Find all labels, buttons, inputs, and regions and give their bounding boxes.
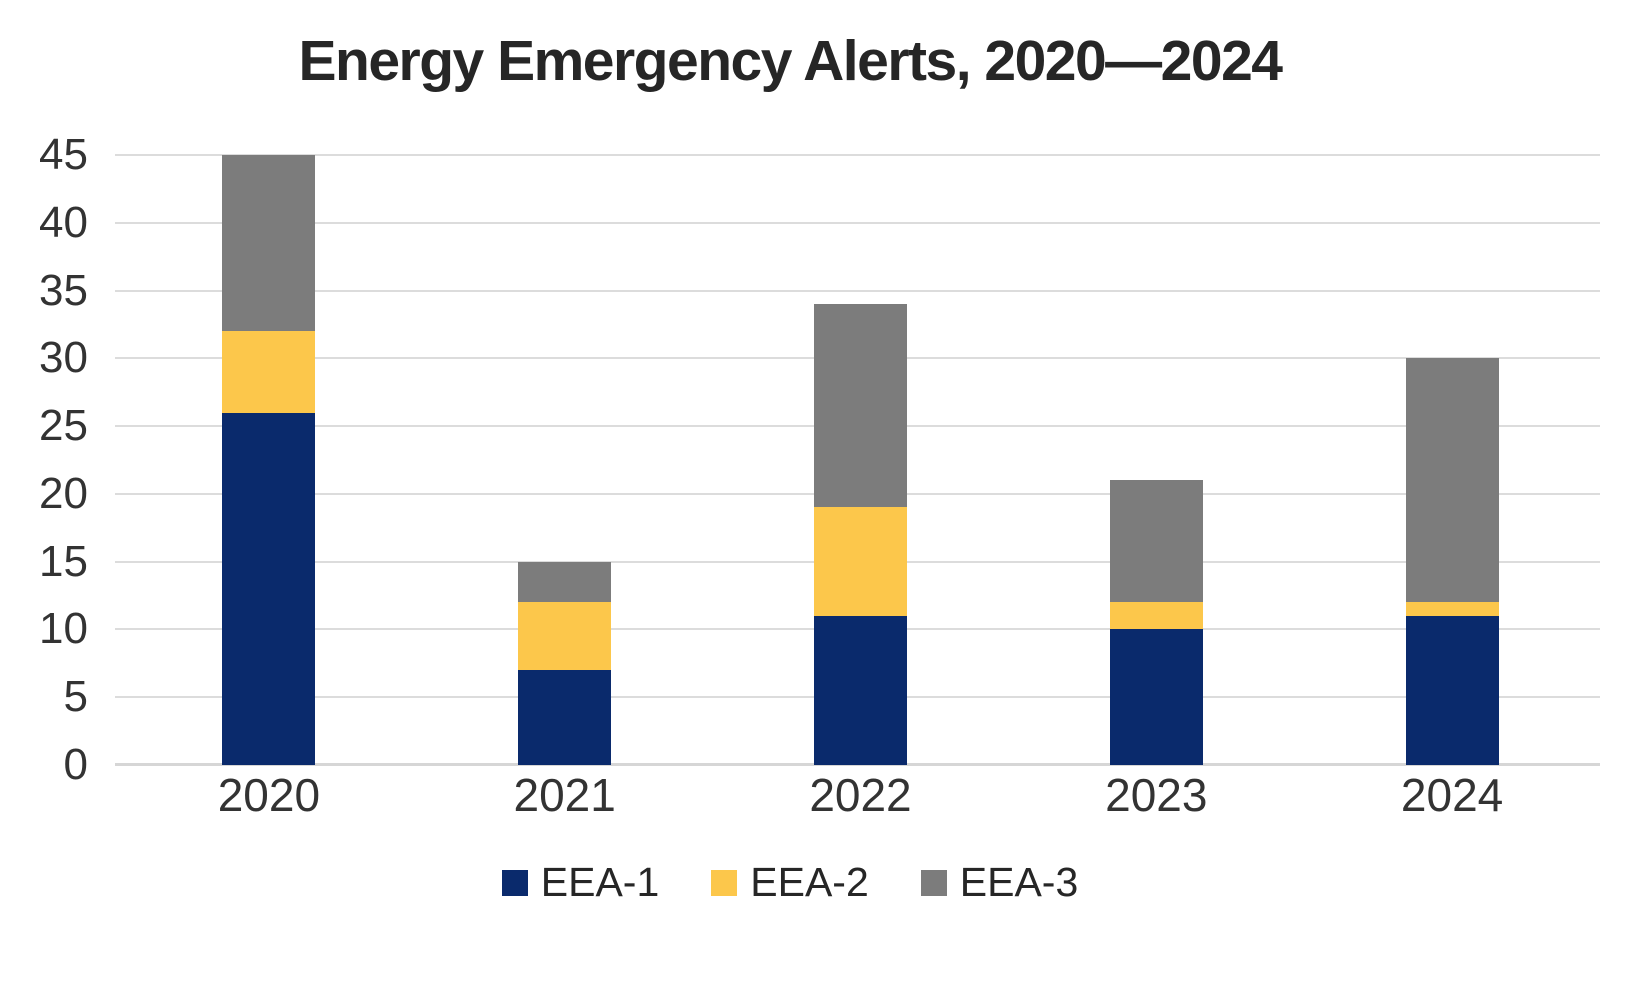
y-axis: 0 5 10 15 20 25 30 35 40 45 [0, 133, 88, 787]
gridline [115, 154, 1600, 156]
bar-column-2024 [1304, 155, 1600, 765]
y-tick-label: 30 [39, 333, 88, 383]
legend-label: EEA-1 [540, 859, 660, 905]
bar-segment-eea-3-2022 [813, 304, 907, 508]
bar-column-2022 [713, 155, 1009, 765]
y-tick-label: 35 [39, 265, 88, 315]
legend-item-eea-2: EEA-2 [711, 862, 869, 903]
bar-segment-eea-2-2024 [1405, 602, 1499, 616]
plot-area [115, 154, 1600, 766]
legend-swatch-icon [711, 869, 738, 896]
bar-segment-eea-1-2024 [1405, 615, 1499, 765]
x-tick-label-2020: 2020 [217, 769, 321, 821]
y-tick-label: 25 [39, 401, 88, 451]
bar-stack-2023 [1109, 480, 1203, 765]
bar-stack-2024 [1405, 358, 1499, 765]
bar-segment-eea-3-2020 [222, 155, 316, 332]
y-tick-label: 15 [39, 536, 88, 586]
bar-stack-2021 [518, 561, 612, 765]
bar-stack-2020 [222, 155, 316, 765]
gridline [115, 221, 1600, 224]
bar-segment-eea-2-2020 [222, 331, 316, 413]
y-tick-label: 0 [63, 740, 88, 789]
legend-item-eea-3: EEA-3 [920, 859, 1079, 905]
bar-segment-eea-1-2020 [222, 412, 316, 765]
x-tick-label-2021: 2021 [513, 769, 616, 821]
bar-segment-eea-3-2024 [1405, 358, 1499, 603]
bar-segment-eea-1-2021 [518, 670, 612, 765]
y-tick-label: 10 [39, 604, 88, 654]
y-tick-label: 20 [39, 468, 88, 518]
legend-swatch-icon [501, 869, 528, 896]
y-tick-label: 40 [39, 197, 88, 247]
x-tick-label-2023: 2023 [1105, 769, 1208, 821]
gridline [115, 289, 1600, 292]
chart-title: Energy Emergency Alerts, 2020—2024 [298, 29, 1283, 93]
bar-segment-eea-2-2022 [813, 507, 907, 616]
legend-label: EEA-3 [959, 859, 1079, 905]
bar-segment-eea-3-2021 [518, 561, 612, 603]
bar-segment-eea-2-2023 [1109, 602, 1203, 630]
x-tick-label-2024: 2024 [1400, 769, 1504, 821]
legend-label: EEA-2 [750, 859, 869, 905]
bar-stack-2022 [813, 304, 907, 765]
legend-item-eea-1: EEA-1 [501, 859, 660, 905]
bar-segment-eea-1-2022 [813, 615, 907, 765]
y-tick-label: 5 [63, 672, 88, 722]
bar-column-2023 [1008, 155, 1304, 765]
bar-segment-eea-2-2021 [518, 602, 612, 671]
x-axis: 2020 2021 2022 2023 2024 [121, 772, 1600, 818]
bar-column-2021 [417, 155, 713, 765]
bars-row [121, 155, 1600, 765]
x-tick-label-2022: 2022 [809, 769, 912, 821]
y-tick-label: 45 [39, 130, 88, 179]
bar-segment-eea-3-2023 [1109, 480, 1203, 603]
legend-swatch-icon [920, 869, 947, 896]
legend: EEA-1 EEA-2 EEA-3 [0, 862, 1580, 903]
bar-column-2020 [121, 155, 417, 765]
bar-segment-eea-1-2023 [1109, 629, 1203, 765]
